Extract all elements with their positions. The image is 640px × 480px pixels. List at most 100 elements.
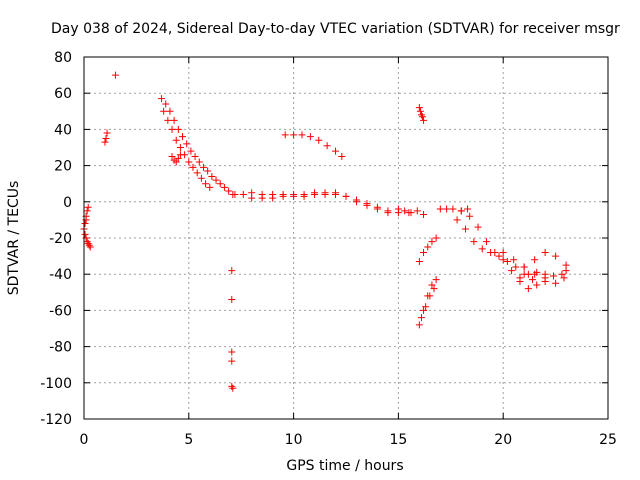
data-point	[202, 180, 210, 188]
data-point	[384, 209, 392, 217]
y-tick-label: -120	[40, 412, 72, 428]
data-point	[176, 151, 184, 159]
data-point	[499, 248, 507, 256]
data-point	[174, 125, 182, 133]
y-axis-label: SDTVAR / TECUs	[6, 181, 22, 296]
data-point	[269, 194, 277, 202]
data-point	[206, 183, 214, 191]
data-point	[185, 158, 193, 166]
data-point	[424, 243, 432, 251]
data-point	[164, 116, 172, 124]
data-point	[290, 192, 298, 200]
data-point	[239, 191, 247, 199]
data-point	[560, 274, 568, 282]
plot-frame	[83, 56, 609, 420]
data-point	[83, 207, 91, 215]
series-wave-18-20h-b	[453, 216, 537, 284]
y-tick-label: 0	[63, 195, 72, 211]
data-point	[520, 263, 528, 271]
chart-title: Day 038 of 2024, Sidereal Day-to-day VTE…	[51, 21, 620, 37]
series-descending-arc-a	[158, 95, 237, 199]
data-point	[352, 198, 360, 206]
data-point	[111, 71, 119, 79]
data-point	[453, 216, 461, 224]
data-point	[401, 207, 409, 215]
data-point	[248, 194, 256, 202]
data-point	[208, 172, 216, 180]
data-point	[541, 277, 549, 285]
data-point	[228, 348, 236, 356]
x-tick-label: 15	[389, 432, 407, 448]
data-point	[422, 303, 430, 311]
data-point	[279, 192, 287, 200]
data-point	[168, 153, 176, 161]
data-point	[420, 116, 428, 124]
data-point	[478, 245, 486, 253]
data-point	[524, 270, 532, 278]
data-point	[298, 131, 306, 139]
data-point	[420, 210, 428, 218]
y-tick-label: -40	[49, 267, 72, 283]
data-point	[373, 205, 381, 213]
data-point	[183, 140, 191, 148]
data-point	[394, 205, 402, 213]
data-point	[300, 192, 308, 200]
data-point	[172, 136, 180, 144]
x-tick-label: 0	[80, 432, 89, 448]
data-point	[541, 248, 549, 256]
series-descending-arc-c	[168, 151, 184, 166]
data-point	[552, 252, 560, 260]
series-spike-16h	[415, 104, 428, 124]
data-point	[332, 147, 340, 155]
y-tick-label: -80	[49, 340, 72, 356]
data-point	[529, 276, 537, 284]
data-point	[524, 285, 532, 293]
data-point	[231, 191, 239, 199]
data-point	[420, 306, 428, 314]
data-point	[430, 285, 438, 293]
series-band-15-16h	[394, 205, 428, 218]
data-point	[420, 248, 428, 256]
data-point	[174, 154, 182, 162]
y-tick-label: 60	[54, 86, 72, 102]
data-point	[86, 243, 94, 251]
data-point	[258, 194, 266, 202]
series-descending-arc-b	[160, 107, 214, 191]
data-point	[290, 131, 298, 139]
data-point	[499, 256, 507, 264]
data-point	[428, 238, 436, 246]
y-tick-label: 80	[54, 50, 72, 66]
data-point	[193, 169, 201, 177]
data-point	[562, 267, 570, 275]
series-upper-arc-10h	[281, 131, 346, 161]
data-point	[172, 158, 180, 166]
data-point	[550, 272, 558, 280]
data-point	[464, 205, 472, 213]
data-point	[85, 241, 93, 249]
data-point	[407, 209, 415, 217]
data-point	[417, 314, 425, 322]
series-wave-18-20h-a	[457, 207, 549, 293]
data-point	[228, 267, 236, 275]
data-point	[81, 230, 89, 238]
data-point	[363, 201, 371, 209]
series-isolated-early	[101, 71, 119, 146]
series-rise-16h-a	[415, 276, 440, 329]
data-point	[510, 256, 518, 264]
data-point	[306, 133, 314, 141]
series-early-cluster	[80, 203, 94, 251]
data-point	[487, 248, 495, 256]
data-point	[228, 357, 236, 365]
data-point	[436, 205, 444, 213]
data-point	[84, 203, 92, 211]
data-point	[311, 191, 319, 199]
series-rise-16h-b	[415, 234, 440, 266]
y-tick-label: 40	[54, 122, 72, 138]
data-point	[321, 191, 329, 199]
data-point	[508, 267, 516, 275]
data-point	[415, 258, 423, 266]
data-point	[416, 107, 424, 115]
data-point	[170, 116, 178, 124]
data-point	[281, 131, 289, 139]
